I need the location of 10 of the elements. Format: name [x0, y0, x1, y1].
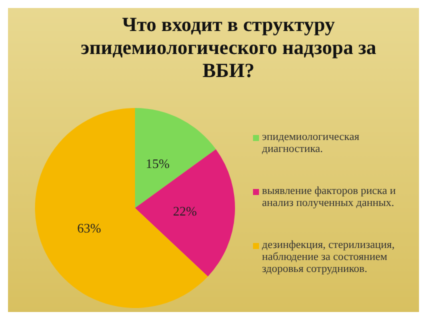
- data-label: 63%: [77, 220, 102, 236]
- pie-slice: [135, 108, 216, 208]
- legend-label: эпидемиологическая диагностика.: [262, 131, 360, 155]
- data-label: 22%: [172, 204, 197, 219]
- legend-label: выявление факторов риска и анализ полученных данных.: [262, 185, 397, 209]
- legend-label: дезинфекция, стерилизация, наблюдение за состоянием здоровья сотрудников.: [262, 239, 396, 275]
- pie-slice: [135, 149, 235, 276]
- data-label: 15%: [146, 156, 170, 171]
- pie-slice: [35, 108, 208, 308]
- chart-title: Что входит в структуру эпидемиологического надзора за ВБИ?: [80, 13, 378, 83]
